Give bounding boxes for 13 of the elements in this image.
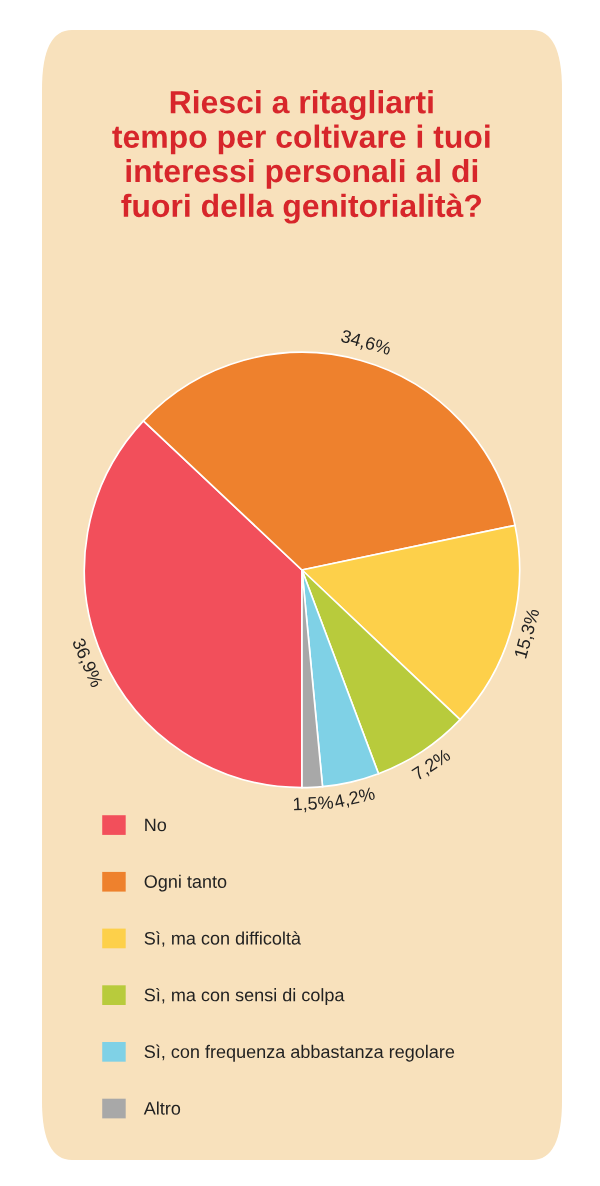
data-label: 1,5% — [293, 796, 334, 813]
legend-label: Altro — [143, 1101, 181, 1115]
legend-label: Sì, ma con sensi di colpa — [144, 987, 345, 1005]
legend-label: No — [145, 818, 167, 832]
data-label: 34,6% — [339, 329, 392, 358]
legend-label: Sì, ma con difficoltà — [144, 931, 301, 947]
data-label: 36,9% — [69, 637, 104, 689]
chart-title: Riesci a ritagliarti tempo per coltivare i tuoi interessi personali al di fuori della genitorialità? — [112, 90, 490, 224]
data-label: 7,2% — [411, 748, 453, 783]
data-label: 4,2% — [333, 786, 376, 811]
legend-label: Ogni tanto — [144, 874, 227, 892]
legend-label: Sì, con frequenza abbastanza regolare — [144, 1044, 455, 1062]
data-label: 15,3% — [513, 607, 542, 660]
